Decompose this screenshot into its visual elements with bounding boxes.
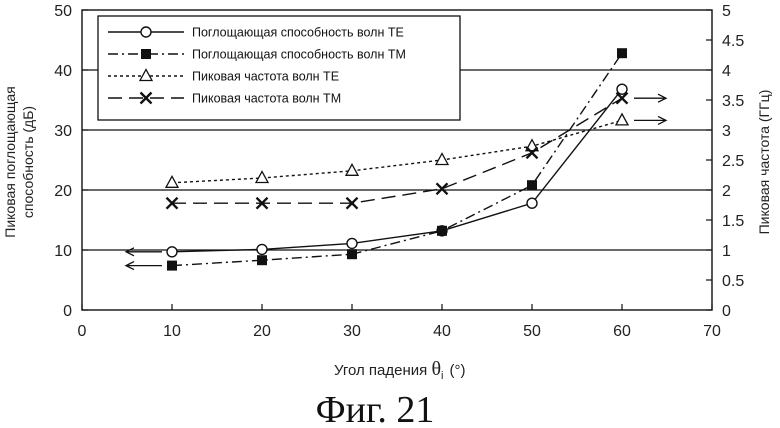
- legend: Поглощающая способность волн ТЕ Поглощающ…: [98, 16, 460, 120]
- data-point: [527, 180, 537, 190]
- x-tick-label: 10: [163, 323, 181, 340]
- right-tick-label: 0.5: [722, 273, 744, 290]
- data-point: [436, 154, 448, 165]
- left-tick-label: 30: [54, 123, 72, 140]
- arrow-left-indicator: [126, 248, 162, 256]
- legend-label: Пиковая частота волн ТМ: [192, 92, 341, 106]
- legend-label: Поглощающая способность волн ТМ: [192, 48, 406, 62]
- data-point: [347, 249, 357, 259]
- data-point: [167, 261, 177, 271]
- data-point: [166, 176, 178, 187]
- data-point: [257, 244, 267, 254]
- data-point: [257, 255, 267, 265]
- data-point: [617, 48, 627, 58]
- data-point: [141, 27, 151, 37]
- right-tick-label: 4.5: [722, 33, 744, 50]
- legend-label: Поглощающая способность волн ТЕ: [192, 26, 404, 40]
- x-axis-label-unit: (°): [450, 362, 466, 379]
- data-point: [346, 164, 358, 175]
- x-tick-label: 20: [253, 323, 271, 340]
- left-tick-label: 0: [63, 303, 72, 320]
- right-tick-label: 5: [722, 3, 731, 20]
- right-tick-label: 2: [722, 183, 731, 200]
- x-tick-label: 70: [703, 323, 721, 340]
- left-tick-label: 10: [54, 243, 72, 260]
- right-tick-label: 3.5: [722, 93, 744, 110]
- arrow-right-indicator: [634, 116, 666, 124]
- data-point: [437, 183, 448, 194]
- right-tick-label: 1.5: [722, 213, 744, 230]
- left-axis-ticks: 0 10 20 30 40 50: [54, 3, 88, 320]
- left-tick-label: 20: [54, 183, 72, 200]
- arrow-left-indicator: [126, 262, 162, 270]
- legend-label: Пиковая частота волн ТЕ: [192, 70, 339, 84]
- figure-caption: Фиг. 21: [316, 389, 435, 428]
- right-tick-label: 3: [722, 123, 731, 140]
- left-tick-label: 40: [54, 63, 72, 80]
- x-tick-label: 50: [523, 323, 541, 340]
- left-tick-label: 50: [54, 3, 72, 20]
- data-point: [347, 238, 357, 248]
- x-axis-label: Угол падения θi (°): [334, 358, 466, 382]
- y-axis-left-label-line-2: способность (дБ): [20, 106, 36, 218]
- x-tick-label: 40: [433, 323, 451, 340]
- data-point: [437, 226, 447, 236]
- data-point: [256, 172, 268, 183]
- y-axis-right-label: Пиковая частота (ГГц): [756, 90, 772, 235]
- data-point: [141, 49, 151, 59]
- right-tick-label: 1: [722, 243, 731, 260]
- y-axis-left-label-line-1: Пиковая поглощающая: [2, 86, 18, 237]
- right-tick-label: 4: [722, 63, 731, 80]
- right-tick-label: 2.5: [722, 153, 744, 170]
- x-axis-label-text: Угол падения: [334, 362, 431, 379]
- series-3: [166, 114, 628, 187]
- data-point: [617, 84, 627, 94]
- data-point: [527, 198, 537, 208]
- x-tick-label: 30: [343, 323, 361, 340]
- x-axis-label-subscript: i: [441, 370, 443, 382]
- data-point: [616, 114, 628, 125]
- arrow-right-indicator: [634, 94, 666, 102]
- right-tick-label: 0: [722, 303, 731, 320]
- x-axis-label-symbol: θ: [431, 358, 441, 380]
- x-tick-label: 60: [613, 323, 631, 340]
- data-point: [167, 247, 177, 257]
- x-tick-label: 0: [78, 323, 87, 340]
